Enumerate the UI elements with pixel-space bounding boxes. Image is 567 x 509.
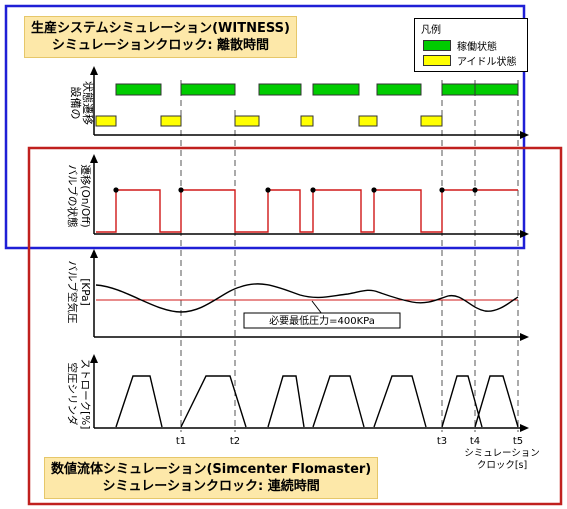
valve-event-dot <box>265 187 271 193</box>
bottom-title-line2: シミュレーションクロック: 連続時間 <box>102 479 320 494</box>
equipment-x-arrow <box>520 131 529 139</box>
bottom-panel-frame <box>27 146 563 506</box>
stroke-cycle <box>267 375 305 428</box>
stroke-x-arrow <box>520 424 529 432</box>
valve-state-signal <box>96 189 518 233</box>
x-axis-label-line1: シミュレーション <box>464 448 540 459</box>
legend-item-idle: アイドル状態 <box>423 54 517 68</box>
idle-bar <box>95 115 117 127</box>
busy-bar <box>115 83 162 96</box>
top-panel-frame <box>4 4 526 250</box>
time-marker-labels: t1 t2 t3 t4 t5 <box>176 436 523 447</box>
time-marker-lines <box>180 80 519 432</box>
valve-state-label-line2: 遷移(On/Off) <box>79 164 92 227</box>
valve-event-dot <box>178 187 184 193</box>
stroke-curves <box>115 375 519 428</box>
idle-bar <box>300 115 314 127</box>
legend-title: 凡例 <box>421 25 441 36</box>
top-panel-title: 生産システムシミュレーション(WITNESS) シミュレーションクロック: 離散… <box>24 16 297 58</box>
valve-event-dot <box>439 187 445 193</box>
legend-label-busy: 稼働状態 <box>457 41 497 53</box>
equipment-label-line1: 設備の <box>69 87 83 120</box>
pressure-curve <box>95 283 519 313</box>
equipment-label-line2: 状態遷移 <box>81 81 95 125</box>
legend-swatch-idle <box>423 54 451 66</box>
t1-label: t1 <box>176 436 186 447</box>
busy-bar <box>258 83 302 96</box>
t3-label: t3 <box>437 436 447 447</box>
t2-label: t2 <box>230 436 240 447</box>
t5-label: t5 <box>513 436 523 447</box>
idle-bar <box>234 115 260 127</box>
bottom-title-line1: 数値流体シミュレーション(Simcenter Flomaster) <box>51 462 372 477</box>
idle-bar <box>160 115 182 127</box>
valve-pressure-row: 必要最低圧力=400KPa バルブ空気圧 [KPa] <box>66 249 529 341</box>
stroke-label-line2: ストローク[%] <box>79 359 91 430</box>
idle-bar <box>420 115 443 127</box>
valve-event-dot <box>472 187 478 193</box>
annotation-leader <box>311 300 323 315</box>
stroke-cycle <box>180 375 247 428</box>
pressure-annotation: 必要最低圧力=400KPa <box>269 314 375 327</box>
valve-event-dot <box>310 187 316 193</box>
stroke-cycle <box>441 375 483 428</box>
valve-event-dot <box>113 187 119 193</box>
t4-label: t4 <box>470 436 480 447</box>
idle-bars <box>95 115 443 127</box>
pressure-label-line2: [KPa] <box>79 278 91 305</box>
legend-swatch-busy <box>423 39 451 51</box>
pressure-annotation-box <box>243 312 401 329</box>
busy-bar <box>312 83 360 96</box>
valve-event-dot <box>371 187 377 193</box>
stroke-cycle <box>373 375 427 428</box>
valve-state-label-line1: バルブの状態 <box>66 165 79 228</box>
cylinder-stroke-row: 空圧シリンダ ストローク[%] <box>66 354 529 432</box>
top-title-line1: 生産システムシミュレーション(WITNESS) <box>31 21 290 36</box>
busy-bar <box>474 83 519 96</box>
stroke-cycle <box>312 375 365 428</box>
stroke-cycle <box>474 375 519 428</box>
stroke-y-arrow <box>90 354 98 363</box>
pressure-x-arrow <box>520 333 529 341</box>
valve-state-row: バルブの状態 遷移(On/Off) <box>66 154 529 238</box>
equipment-y-arrow <box>90 66 98 75</box>
stroke-cycle <box>115 375 163 428</box>
legend-item-busy: 稼働状態 <box>423 39 497 53</box>
valve-event-points <box>113 187 478 193</box>
equipment-state-row: 設備の 状態遷移 <box>69 66 529 139</box>
legend: 凡例 稼働状態 アイドル状態 <box>414 18 528 72</box>
top-title-line2: シミュレーションクロック: 離散時間 <box>51 38 270 53</box>
busy-bars <box>115 83 519 96</box>
x-axis-label-line2: クロック[s] <box>477 460 527 471</box>
pressure-y-arrow <box>90 249 98 258</box>
busy-bar <box>441 83 476 96</box>
valve-state-y-arrow <box>90 154 98 163</box>
idle-bar <box>358 115 378 127</box>
stroke-label-line1: 空圧シリンダ <box>66 363 79 426</box>
valve-state-x-arrow <box>520 230 529 238</box>
legend-label-idle: アイドル状態 <box>457 56 517 68</box>
busy-bar <box>180 83 236 96</box>
busy-bar <box>376 83 422 96</box>
pressure-label-line1: バルブ空気圧 <box>66 261 79 324</box>
bottom-panel-title: 数値流体シミュレーション(Simcenter Flomaster) シミュレーシ… <box>44 457 379 499</box>
